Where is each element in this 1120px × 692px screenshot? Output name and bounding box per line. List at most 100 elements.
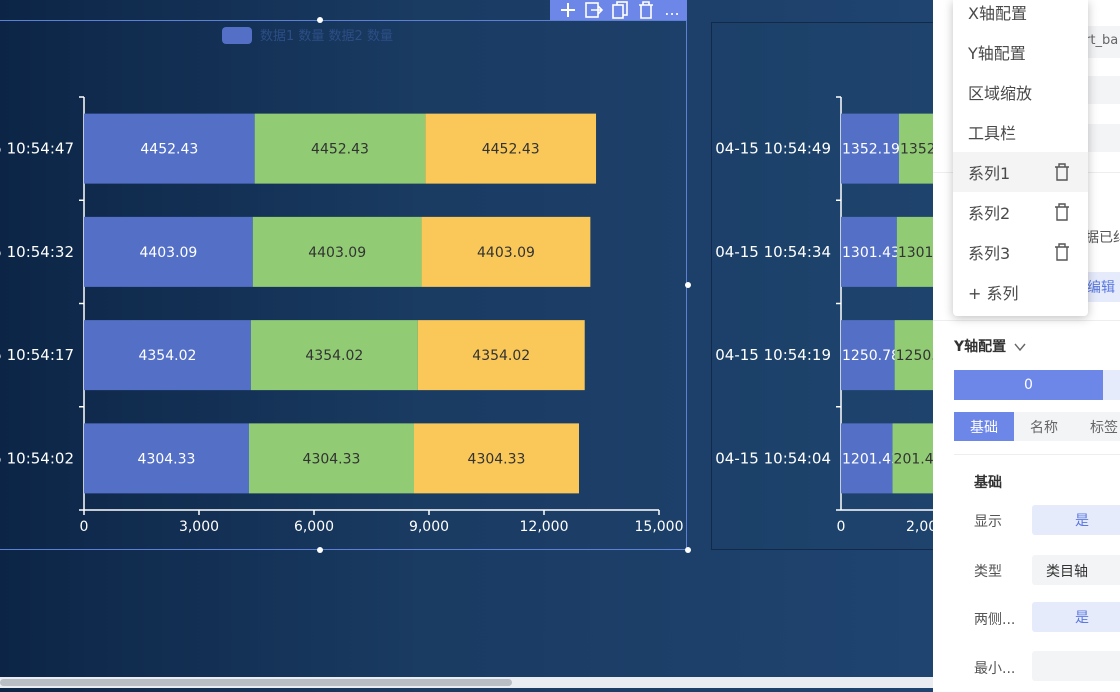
menu-item-label: + 系列 — [968, 284, 1019, 303]
bar-segment — [84, 113, 255, 184]
edit-data-button[interactable]: 编辑 — [1083, 272, 1120, 302]
tab-name[interactable]: 名称 — [1014, 412, 1074, 441]
bar-segment — [84, 423, 249, 494]
resize-handle-right[interactable] — [685, 282, 691, 288]
menu-item-yaxis[interactable]: Y轴配置 — [953, 32, 1088, 72]
bar-value-label: 4403.09 — [308, 245, 366, 261]
bar-value-label: 4452.43 — [311, 142, 369, 158]
menu-item-datazoom[interactable]: 区域缩放 — [953, 72, 1088, 112]
resize-handle-bottom[interactable] — [317, 547, 323, 553]
bar-value-label: 1352.19 — [842, 142, 900, 158]
tab-basic-label: 基础 — [970, 419, 998, 436]
bar-value-label: 1352 — [900, 142, 933, 158]
bar-value-label: 4354.02 — [472, 348, 530, 364]
show-label: 显示 — [974, 514, 1002, 530]
x-tick-label: 15,000 — [635, 519, 684, 535]
menu-item-series-2[interactable]: 系列2 — [953, 192, 1088, 232]
bar-segment — [252, 216, 422, 287]
tab-basic[interactable]: 基础 — [954, 412, 1014, 441]
bar-value-label: 4304.33 — [468, 451, 526, 467]
config-menu: X轴配置 Y轴配置 区域缩放 工具栏 系列1 系列2 系列3 + 系列 — [953, 0, 1088, 316]
x-tick-label: 3,000 — [179, 519, 219, 535]
more-icon[interactable]: ... — [664, 0, 680, 19]
selection-box[interactable] — [0, 17, 691, 553]
bar-value-label: 4354.02 — [305, 348, 363, 364]
field-2[interactable] — [1083, 76, 1120, 104]
bar-segment — [896, 216, 933, 287]
trash-icon[interactable] — [1054, 163, 1070, 185]
menu-item-toolbox[interactable]: 工具栏 — [953, 112, 1088, 152]
chart-id-field[interactable] — [1083, 26, 1120, 58]
bar-segment — [899, 113, 933, 184]
legend-label: 数据1 数量 数据2 数量 — [260, 29, 393, 44]
tab-name-label: 名称 — [1030, 419, 1058, 436]
basic-title: 基础 — [974, 475, 1002, 491]
bar-value-label: 4304.33 — [138, 451, 196, 467]
bar-segment — [841, 320, 895, 391]
menu-item-add-series[interactable]: + 系列 — [953, 272, 1088, 312]
legend-swatch — [222, 27, 252, 44]
x-tick-label: 0 — [80, 519, 89, 535]
category-label: 04-15 10:54:04 — [715, 449, 831, 467]
type-select[interactable]: 类目轴 — [1032, 555, 1120, 585]
bar-value-label: 4452.43 — [140, 142, 198, 158]
x-tick-label: 2,00 — [906, 519, 933, 535]
min-input[interactable] — [1032, 651, 1120, 681]
plus-icon[interactable] — [558, 1, 578, 19]
bar-segment — [254, 113, 426, 184]
chart-toolbar: ... — [550, 0, 687, 20]
category-label: 5 10:54:47 — [0, 140, 74, 158]
bar-segment — [417, 320, 585, 391]
bar-value-label: 4354.02 — [138, 348, 196, 364]
chart-2[interactable]: 0 2,00 04-15 10:54:49 1352.19 1352 04-15 10:5… — [0, 0, 933, 560]
scrollbar-thumb[interactable] — [0, 679, 512, 686]
resize-handle-top[interactable] — [317, 17, 323, 23]
bar-value-label: 4403.09 — [139, 245, 197, 261]
field-3[interactable] — [1083, 124, 1120, 152]
yaxis-index-tab[interactable]: 0 — [954, 370, 1103, 400]
menu-item-series-3[interactable]: 系列3 — [953, 232, 1088, 272]
sides-label: 两侧... — [974, 612, 1016, 628]
sides-toggle[interactable]: 是 — [1032, 602, 1120, 632]
yaxis-section-title: Y轴配置 — [954, 339, 1007, 355]
category-label: 04-15 10:54:49 — [715, 140, 831, 158]
bar-value-label: 201.4 — [894, 451, 933, 467]
bar-value-label: 1301.43 — [842, 245, 900, 261]
menu-item-xaxis[interactable]: X轴配置 — [953, 0, 1088, 32]
category-label: 04-15 10:54:34 — [715, 243, 831, 261]
x-tick-label: 0 — [837, 519, 846, 535]
edit-data-label: 编辑 — [1087, 280, 1115, 296]
show-toggle[interactable]: 是 — [1032, 505, 1120, 535]
bar-value-label: 4304.33 — [303, 451, 361, 467]
category-label: 04-15 10:54:19 — [715, 346, 831, 364]
type-value: 类目轴 — [1046, 564, 1088, 580]
delete-icon[interactable] — [636, 1, 656, 19]
resize-handle-corner[interactable] — [685, 547, 691, 553]
bar-segment — [841, 113, 899, 184]
canvas-area[interactable]: 数据1 数量 数据2 数量 0 3,000 6,000 9,000 12,000 15,00… — [0, 0, 933, 692]
bar-segment — [413, 423, 579, 494]
copy-icon[interactable] — [610, 1, 630, 19]
yaxis-index-tab-2[interactable] — [1103, 370, 1120, 400]
bar-segment — [425, 113, 597, 184]
category-label: 5 10:54:17 — [0, 346, 74, 364]
bar-segment — [841, 423, 893, 494]
trash-icon[interactable] — [1054, 203, 1070, 225]
x-tick-label: 12,000 — [520, 519, 569, 535]
tab-label[interactable]: 标签 — [1074, 412, 1120, 441]
menu-item-label: 系列1 — [968, 164, 1011, 183]
horizontal-scrollbar[interactable] — [0, 677, 933, 688]
x-tick-label: 9,000 — [409, 519, 449, 535]
bar-segment — [250, 320, 418, 391]
menu-item-series-1[interactable]: 系列1 — [953, 152, 1088, 192]
menu-item-label: 工具栏 — [968, 124, 1017, 143]
bar-segment — [248, 423, 414, 494]
trash-icon[interactable] — [1054, 243, 1070, 265]
show-value: 是 — [1075, 513, 1089, 529]
chart-id-partial: rt_ba — [1085, 33, 1119, 48]
sides-value: 是 — [1075, 610, 1089, 626]
bar-segment — [84, 216, 253, 287]
chart-1[interactable]: 数据1 数量 数据2 数量 0 3,000 6,000 9,000 12,000 15,00… — [0, 0, 700, 560]
yaxis-section-header[interactable]: Y轴配置 — [954, 336, 1026, 356]
export-icon[interactable] — [584, 1, 604, 19]
